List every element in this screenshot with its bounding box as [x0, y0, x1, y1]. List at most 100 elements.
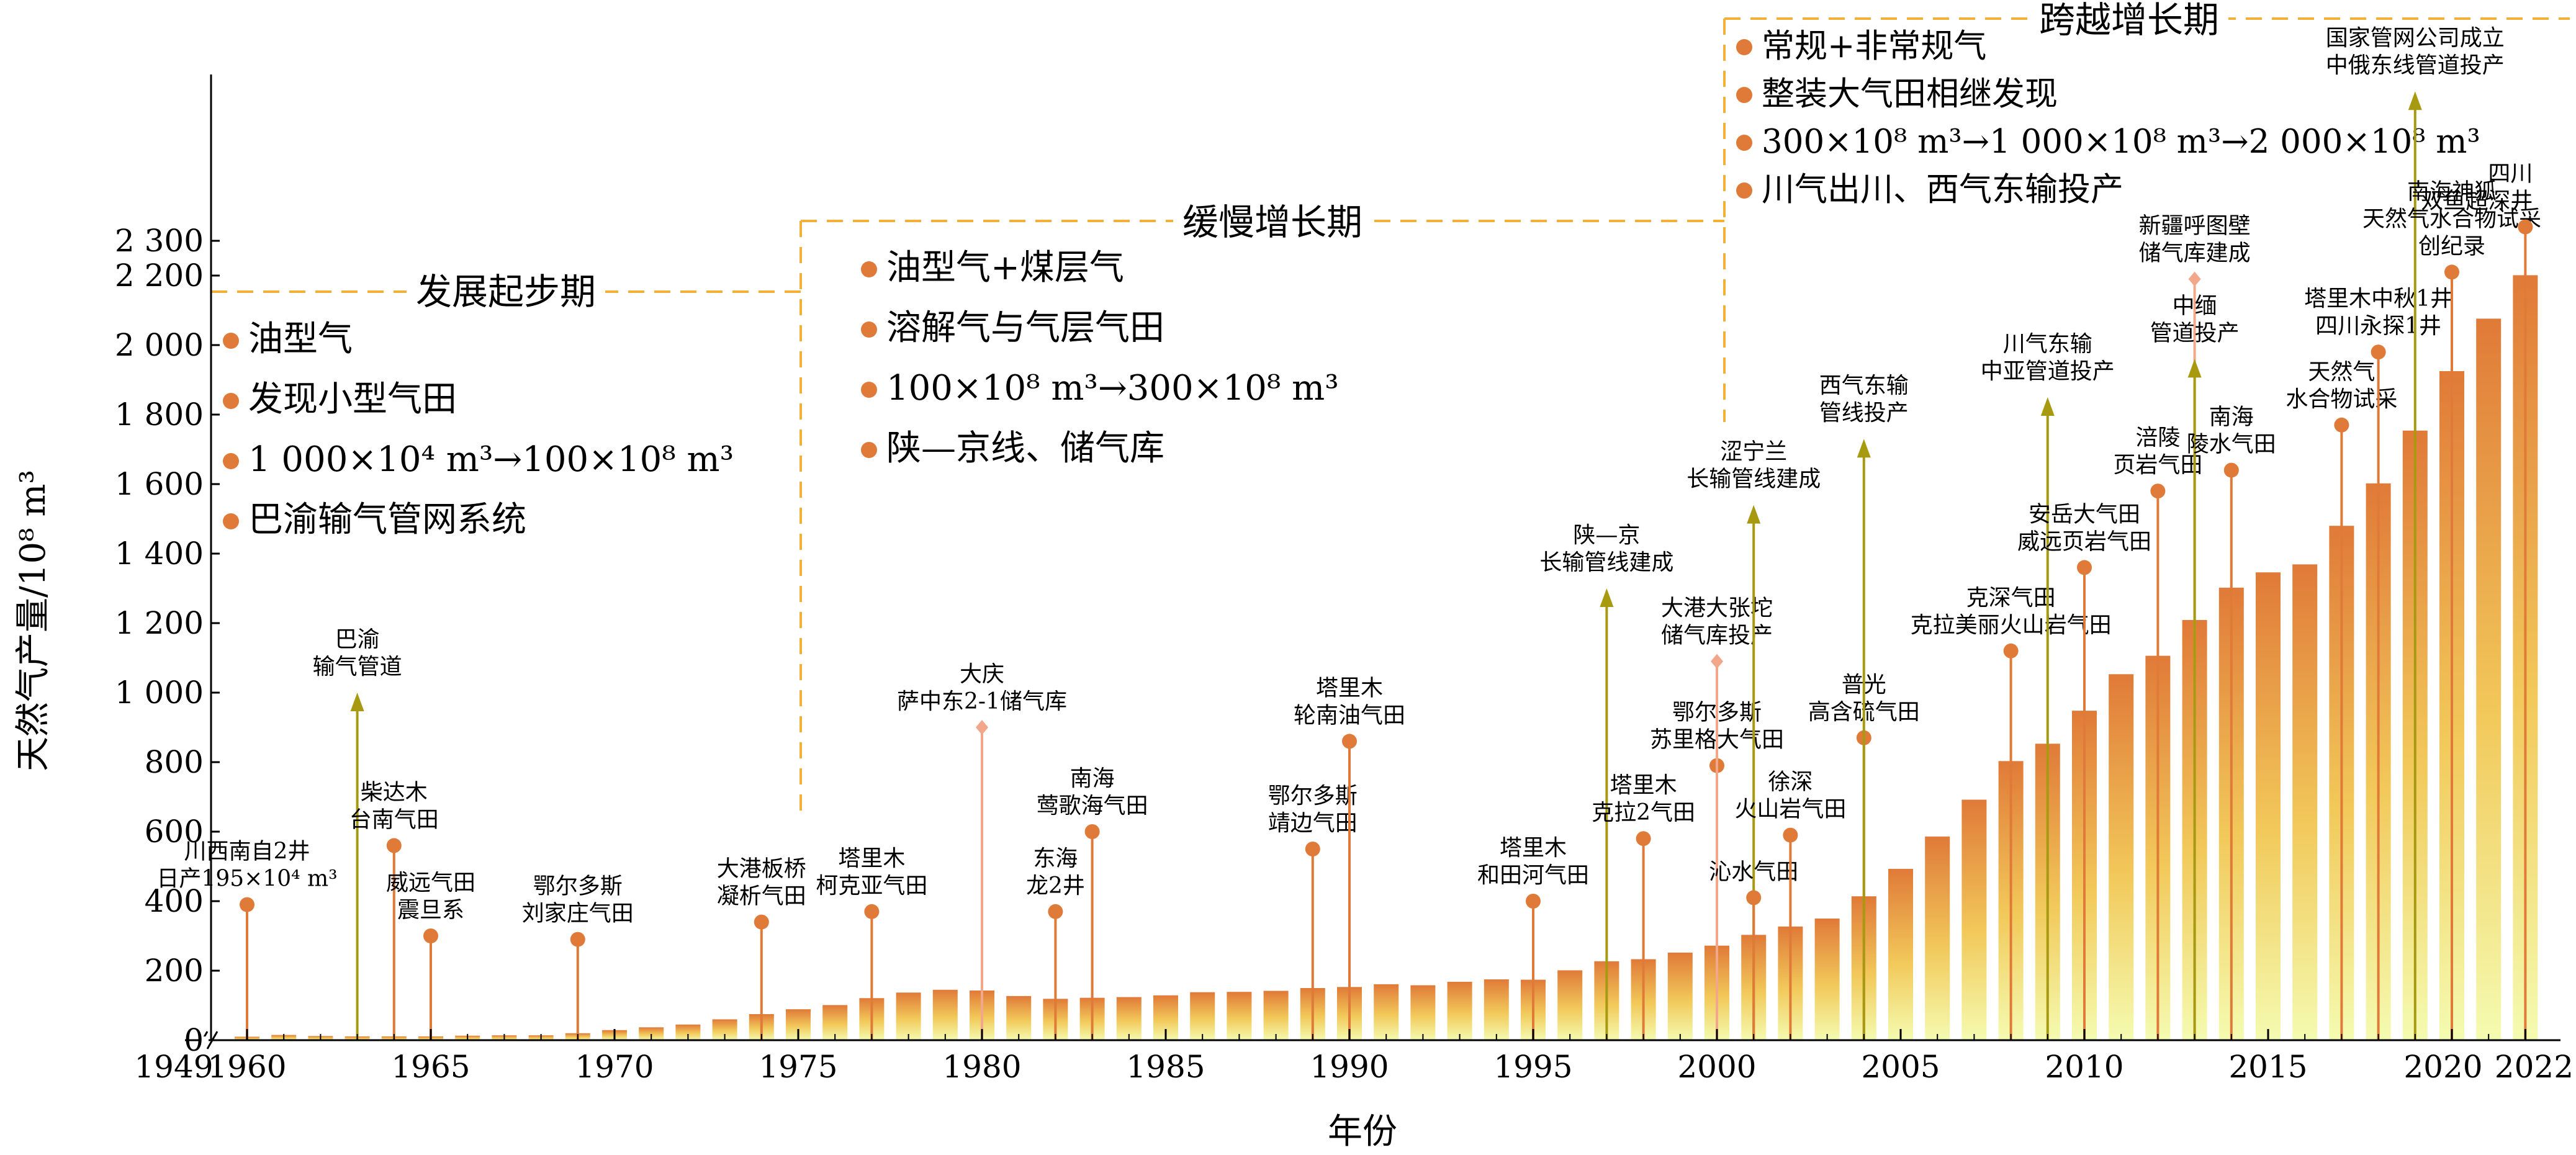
- annotation-dot: [754, 914, 769, 930]
- y-tick-label: 0: [184, 1022, 204, 1058]
- bar-1993: [1447, 981, 1472, 1040]
- y-tick-label: 2 000: [115, 327, 204, 363]
- annotation-label: 沁水气田: [1709, 859, 1798, 884]
- x-tick-label: 1990: [1310, 1049, 1389, 1085]
- annotation-label: 轮南油气田: [1294, 703, 1405, 728]
- annotation-label: 塔里木中秋1井: [2304, 286, 2452, 312]
- y-tick-label: 200: [145, 953, 204, 989]
- annotation-label: 输气管道: [313, 654, 402, 680]
- annotation-arrow-head: [1600, 588, 1614, 607]
- bar-1999: [1667, 952, 1693, 1040]
- annotation-arrow-head: [2187, 359, 2202, 378]
- annotation-arrow-head: [2040, 397, 2055, 416]
- annotation-dot: [1636, 831, 1651, 847]
- y-axis-title: 天然气产量/10⁸ m³: [13, 470, 53, 771]
- annotation-dot: [1342, 734, 1357, 749]
- bar-2011: [2109, 674, 2134, 1040]
- annotation-dot: [1048, 904, 1063, 919]
- annotation-dot: [1746, 890, 1762, 906]
- annotation-dot: [2371, 344, 2386, 360]
- annotation-diamond: [2188, 271, 2201, 287]
- bar-1991: [1374, 984, 1399, 1040]
- annotation-label: 管道投产: [2150, 320, 2240, 346]
- annotation-label: 刘家庄气田: [522, 901, 634, 927]
- annotation-dot: [2077, 560, 2092, 575]
- phase-bullet-text: 油型气: [248, 319, 353, 359]
- x-tick-label: 2022: [2495, 1049, 2574, 1085]
- annotation-label: 大庆: [960, 662, 1004, 687]
- bar-1986: [1190, 992, 1215, 1040]
- bar-1988: [1263, 991, 1289, 1040]
- y-tick-label: 1 600: [115, 466, 204, 502]
- x-tick-label: 2010: [2045, 1049, 2123, 1085]
- x-tick-label: 1960: [207, 1049, 286, 1085]
- annotation-label: 台南气田: [349, 807, 439, 832]
- x-tick-label: 2005: [1861, 1049, 1940, 1085]
- phase-title-bg: [2030, 5, 2228, 42]
- x-tick-label: 1980: [942, 1049, 1021, 1085]
- annotation-dot: [864, 904, 880, 919]
- bullet-dot: [223, 453, 239, 469]
- x-tick-label: 2000: [1677, 1049, 1756, 1085]
- phase-title: 跨越增长期: [2039, 0, 2219, 41]
- x-axis-title: 年份: [1328, 1112, 1397, 1152]
- bar-1992: [1410, 985, 1436, 1040]
- annotation-label: 创纪录: [2418, 233, 2485, 259]
- phase-bullet-text: 100×10⁸ m³→300×10⁸ m³: [886, 368, 1339, 408]
- annotation-label: 陕—京: [1573, 523, 1640, 548]
- annotation-label: 川西南自2井: [184, 839, 310, 865]
- annotation-dot: [386, 838, 402, 853]
- annotation-label: 涩宁兰: [1720, 439, 1787, 465]
- annotation-label: 中亚管道投产: [1981, 359, 2115, 384]
- bar-2005: [1888, 868, 1913, 1040]
- annotation-label: 克拉2气田: [1592, 800, 1695, 825]
- phase-title-bg: [407, 277, 605, 314]
- bullet-dot: [223, 333, 239, 349]
- annotation-dot: [2150, 483, 2166, 499]
- annotation-label: 储气库建成: [2139, 241, 2251, 266]
- annotation-label: 天然气: [2308, 359, 2375, 385]
- annotation-label: 双鱼超深井: [2421, 189, 2533, 214]
- bullet-dot: [861, 442, 877, 458]
- bullet-dot: [861, 382, 877, 398]
- bar-2007: [1961, 799, 1987, 1040]
- x-start-label: 1949: [134, 1049, 213, 1085]
- annotation-label: 塔里木: [1316, 675, 1383, 701]
- annotation-label: 中缅: [2173, 293, 2217, 318]
- annotation-dot: [2003, 643, 2019, 658]
- annotation-label: 震旦系: [397, 897, 464, 923]
- axis-break-gap: [199, 1036, 209, 1044]
- annotation-label: 东海: [1033, 846, 1078, 871]
- annotation-arrow-head: [350, 693, 364, 711]
- bar-2015: [2256, 572, 2281, 1040]
- y-tick-label: 1 000: [115, 675, 204, 711]
- annotation-label: 塔里木: [838, 846, 905, 871]
- annotation-label: 长输管线建成: [1687, 467, 1821, 492]
- annotation-dot: [1526, 894, 1541, 909]
- bullet-dot: [1736, 87, 1752, 103]
- bar-1994: [1484, 979, 1509, 1040]
- bar-2021: [2476, 318, 2502, 1041]
- phase-bullet-text: 溶解气与气层气田: [886, 308, 1164, 348]
- phase-bullet-text: 巴渝输气管网系统: [248, 500, 526, 540]
- bar-1984: [1116, 997, 1142, 1040]
- annotation-label: 四川永探1井: [2315, 313, 2441, 339]
- annotation-label: 克深气田: [1966, 585, 2056, 611]
- y-tick-label: 1 800: [115, 397, 204, 433]
